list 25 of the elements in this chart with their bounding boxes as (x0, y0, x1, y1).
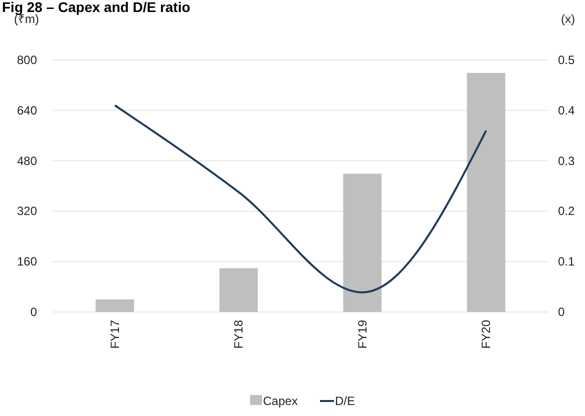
y-tick-label: 160 (16, 254, 38, 269)
legend-label: D/E (335, 394, 356, 408)
y2-tick-label: 0.1 (558, 254, 576, 269)
bar (466, 72, 506, 312)
bar (96, 299, 134, 312)
y-tick-label: 320 (16, 204, 38, 218)
line-series (114, 104, 488, 294)
y2-tick-label: 0 (558, 305, 565, 319)
chart-title: Fig 28 – Capex and D/E ratio (2, 0, 190, 15)
y-tick-label: 480 (16, 154, 38, 168)
y2-axis-title: (x) (561, 12, 575, 26)
y-tick-label: 800 (16, 53, 38, 67)
x-tick-label: FY17 (108, 320, 122, 349)
legend-label: Capex (263, 394, 298, 408)
x-tick-label: FY20 (479, 320, 494, 349)
y2-tick-label: 0.3 (558, 154, 576, 168)
y2-tick-label: 0.4 (558, 103, 576, 118)
x-tick-label: FY18 (232, 320, 246, 349)
x-tick-label: FY19 (355, 320, 370, 349)
y-tick-label: 640 (16, 103, 38, 118)
bar (219, 268, 258, 312)
y-tick-label: 0 (30, 305, 38, 319)
y2-tick-label: 0.2 (558, 204, 576, 218)
bar (343, 174, 382, 312)
y2-tick-label: 0.5 (558, 53, 576, 67)
